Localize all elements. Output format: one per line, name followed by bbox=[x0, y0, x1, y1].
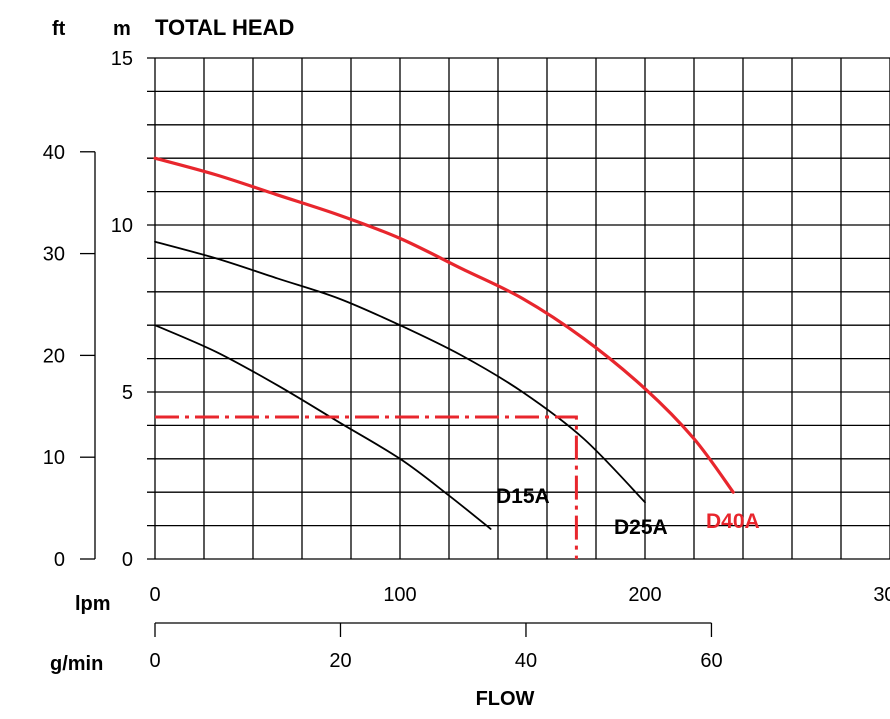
x-tick-label-gmin: 0 bbox=[149, 650, 160, 672]
series-label-d15a: D15A bbox=[496, 485, 550, 508]
y-tick-label-m: 0 bbox=[122, 549, 133, 571]
operating-point-layer bbox=[155, 415, 578, 559]
series-labels: D15A D25A D40A bbox=[496, 485, 760, 539]
lpm-axis-label: lpm bbox=[75, 593, 111, 615]
x-tick-label-lpm: 300 bbox=[873, 584, 890, 606]
y-tick-label-ft: 0 bbox=[54, 549, 65, 571]
series-label-d25a: D25A bbox=[614, 516, 668, 539]
ft-unit-label: ft bbox=[52, 18, 66, 40]
m-unit-label: m bbox=[113, 18, 131, 40]
x-tick-label-gmin: 20 bbox=[329, 650, 351, 672]
axes: 0 5 10 15 0 10 20 30 40 0 100 200 300 0 20 40 60 bbox=[43, 48, 890, 672]
y-tick-label-ft: 30 bbox=[43, 244, 65, 266]
operating-point-line bbox=[155, 415, 578, 559]
curve-d40a bbox=[153, 156, 735, 494]
x-tick-label-lpm: 100 bbox=[383, 584, 416, 606]
chart-title: TOTAL HEAD bbox=[155, 15, 294, 40]
y-tick-label-m: 10 bbox=[111, 215, 133, 237]
grid bbox=[147, 57, 890, 560]
series-label-d40a: D40A bbox=[706, 510, 760, 533]
x-tick-label-gmin: 60 bbox=[700, 650, 722, 672]
y-tick-label-ft: 40 bbox=[43, 142, 65, 164]
y-tick-label-m: 15 bbox=[111, 48, 133, 70]
x-tick-label-gmin: 40 bbox=[515, 650, 537, 672]
y-tick-label-m: 5 bbox=[122, 382, 133, 404]
x-tick-label-lpm: 0 bbox=[149, 584, 160, 606]
x-tick-label-lpm: 200 bbox=[628, 584, 661, 606]
y-tick-label-ft: 10 bbox=[43, 447, 65, 469]
x-axis-title: FLOW bbox=[476, 688, 535, 710]
y-tick-label-ft: 20 bbox=[43, 345, 65, 367]
curve-d25a bbox=[154, 240, 646, 504]
series-layer bbox=[153, 156, 735, 530]
gmin-axis-label: g/min bbox=[50, 653, 103, 675]
curve-d15a bbox=[154, 324, 492, 530]
